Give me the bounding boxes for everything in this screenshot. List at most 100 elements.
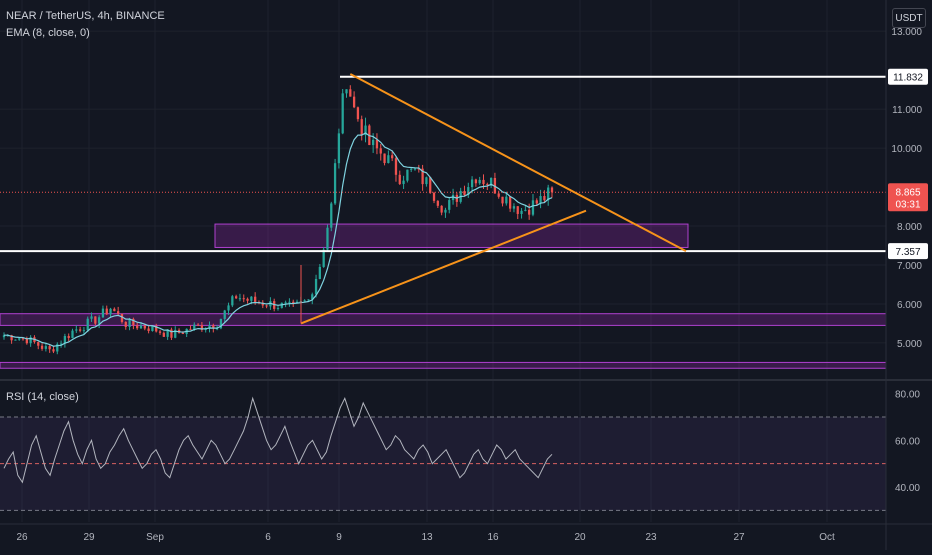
candle-body xyxy=(391,155,394,159)
time-axis-tick-label: 6 xyxy=(265,532,271,543)
candle-body xyxy=(505,196,508,204)
candle-body xyxy=(67,336,70,338)
candle-body xyxy=(539,196,542,204)
candle-body xyxy=(2,335,6,338)
candle-body xyxy=(440,205,443,213)
candle-body xyxy=(10,335,13,341)
candle-body xyxy=(448,200,451,210)
candle-body xyxy=(90,316,93,319)
candle-body xyxy=(78,329,82,331)
candle-body xyxy=(208,325,211,329)
candle-body xyxy=(314,278,318,295)
candle-body xyxy=(234,296,238,299)
candle-body xyxy=(63,336,67,344)
candle-body xyxy=(101,308,105,318)
candle-body xyxy=(402,180,405,184)
candle-body xyxy=(352,96,356,108)
candle-body xyxy=(250,296,253,301)
time-axis-tick-label: 9 xyxy=(336,532,342,543)
support-zone[interactable] xyxy=(0,361,887,369)
candle-body xyxy=(303,300,306,302)
triangle-lower-trendline[interactable] xyxy=(300,209,587,325)
time-axis-tick-label: 13 xyxy=(421,532,433,543)
candle-body xyxy=(467,187,470,195)
candle-body xyxy=(318,266,322,279)
candle-body xyxy=(174,329,177,338)
rsi-indicator-label[interactable]: RSI (14, close) xyxy=(6,391,79,403)
candle-body xyxy=(497,193,500,197)
candle-body xyxy=(227,305,230,311)
candle-body xyxy=(124,321,127,327)
candle-body xyxy=(136,325,139,329)
price-axis-tick-label: 7.000 xyxy=(897,261,922,272)
candle-body xyxy=(364,125,367,136)
candle-body xyxy=(436,200,439,206)
candle-body xyxy=(82,330,86,332)
candle-body xyxy=(276,307,280,309)
candle-body xyxy=(25,338,28,344)
candle-body xyxy=(543,196,546,201)
candle-body xyxy=(97,317,101,324)
candle-body xyxy=(463,191,466,195)
candle-body xyxy=(151,325,154,331)
candle-body xyxy=(117,311,120,314)
last-price-label: 8.865 xyxy=(895,187,920,198)
candle-body xyxy=(288,301,291,303)
candle-body xyxy=(489,178,493,185)
candle-body xyxy=(528,209,531,215)
candle-body xyxy=(147,328,150,331)
candle-body xyxy=(215,328,219,330)
candle-body xyxy=(56,344,59,352)
candle-body xyxy=(387,155,390,164)
resistance-price-badge xyxy=(888,68,928,85)
candle-body xyxy=(425,177,428,185)
candle-body xyxy=(375,139,379,149)
candle-body xyxy=(547,187,550,201)
price-axis-tick-label: 10.000 xyxy=(891,144,922,155)
ema-indicator-label[interactable]: EMA (8, close, 0) xyxy=(6,27,90,39)
rsi-axis-tick-label: 80.00 xyxy=(895,390,920,401)
candle-body xyxy=(307,299,310,301)
price-axis-tick-label: 8.000 xyxy=(897,222,922,233)
candle-body xyxy=(223,310,226,319)
support-zone[interactable] xyxy=(214,223,689,248)
candle-body xyxy=(383,153,386,164)
candle-body xyxy=(170,329,173,338)
triangle-upper-trendline[interactable] xyxy=(349,73,687,252)
currency-badge[interactable]: USDT xyxy=(892,8,926,28)
candle-body xyxy=(94,316,97,324)
candle-body xyxy=(139,325,143,329)
time-axis-tick-label: 16 xyxy=(487,532,499,543)
last-price-badge xyxy=(888,183,928,212)
candle-body xyxy=(345,89,348,94)
candle-body xyxy=(246,298,249,301)
candle-body xyxy=(21,338,25,340)
price-axis-tick-label: 13.000 xyxy=(891,27,922,38)
candle-body xyxy=(212,325,215,329)
time-axis-tick-label: 29 xyxy=(83,532,95,543)
candle-body xyxy=(333,163,337,204)
time-axis-tick-label: Sep xyxy=(146,532,164,543)
symbol-title: NEAR / TetherUS, 4h, BINANCE xyxy=(6,10,165,22)
candle-body xyxy=(322,249,325,267)
candle-body xyxy=(501,196,504,204)
candle-body xyxy=(71,330,74,338)
candle-body xyxy=(109,308,112,315)
rsi-line[interactable] xyxy=(3,396,553,484)
candle-body xyxy=(155,325,158,332)
ema-line[interactable] xyxy=(4,132,553,347)
candle-body xyxy=(200,325,204,330)
support-price-badge-label: 7.357 xyxy=(895,247,920,258)
candle-body xyxy=(219,318,223,329)
candle-body xyxy=(474,179,478,184)
candle-body xyxy=(166,329,169,337)
candle-body xyxy=(196,324,200,326)
candle-body xyxy=(48,346,51,350)
candle-body xyxy=(337,133,341,164)
candle-body xyxy=(512,206,516,209)
candle-body xyxy=(417,168,420,170)
candle-body xyxy=(520,210,523,214)
candle-body xyxy=(37,342,40,346)
